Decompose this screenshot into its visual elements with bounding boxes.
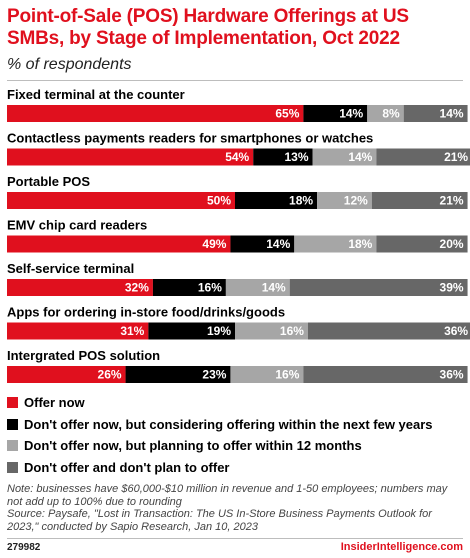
legend-swatch-planning bbox=[7, 440, 18, 452]
bar-segment-offer-now bbox=[7, 366, 126, 383]
note-text: Note: businesses have $60,000-$10 millio… bbox=[7, 483, 448, 508]
data-label: 49% bbox=[202, 237, 226, 251]
data-label: 21% bbox=[440, 194, 464, 208]
source-text: Source: Paysafe, "Lost in Transaction: T… bbox=[7, 508, 432, 533]
data-label: 32% bbox=[125, 281, 149, 295]
bar-segment-don-t-offer-now-but-considering-offering-within-the-next-few-years bbox=[125, 366, 231, 383]
data-label: 18% bbox=[289, 194, 313, 208]
data-label: 8% bbox=[382, 107, 400, 121]
data-label: 36% bbox=[444, 324, 468, 338]
bar-segment-don-t-offer-now-but-considering-offering-within-the-next-few-years bbox=[152, 279, 226, 296]
legend-label: Don't offer now, but considering offerin… bbox=[24, 416, 433, 432]
legend-swatch-offer-now bbox=[7, 397, 18, 409]
bar-segment-don-t-offer-and-don-t-plan-to-offer bbox=[303, 366, 468, 383]
bar-segment-don-t-offer-now-but-planning-to-offer-within-12-months bbox=[317, 192, 372, 209]
category-label: EMV chip card readers bbox=[7, 218, 147, 233]
legend-swatch-considering bbox=[7, 418, 18, 430]
data-label: 54% bbox=[225, 150, 249, 164]
data-label: 16% bbox=[280, 324, 304, 338]
bar-row-self-service-terminal: Self-service terminal 32% 16% 14% 39% bbox=[7, 261, 468, 296]
legend-item-offer-now: Offer now bbox=[7, 392, 467, 414]
stacked-bar-chart: Fixed terminal at the counter 65% 14% 8% 14%… bbox=[7, 87, 470, 383]
bar-segment-offer-now bbox=[7, 235, 231, 253]
brand-link[interactable]: InsiderIntelligence.com bbox=[340, 541, 463, 553]
legend-label: Don't offer and don't plan to offer bbox=[24, 459, 230, 475]
top-divider bbox=[7, 80, 463, 81]
bar-row-portable-pos: Portable POS 50% 18% 12% 21% bbox=[7, 174, 468, 209]
bar-segment-don-t-offer-now-but-planning-to-offer-within-12-months bbox=[230, 366, 304, 383]
bar-segment-don-t-offer-and-don-t-plan-to-offer bbox=[403, 105, 468, 122]
chart-title: Point-of-Sale (POS) Hardware Offerings a… bbox=[7, 6, 409, 49]
category-label: Fixed terminal at the counter bbox=[7, 87, 185, 102]
bar-segment-don-t-offer-and-don-t-plan-to-offer bbox=[307, 322, 470, 340]
bar-segment-offer-now bbox=[7, 148, 254, 166]
bar-segment-don-t-offer-and-don-t-plan-to-offer bbox=[376, 148, 470, 166]
data-label: 19% bbox=[207, 324, 231, 338]
bar-segment-don-t-offer-and-don-t-plan-to-offer bbox=[371, 192, 468, 209]
data-label: 65% bbox=[275, 107, 299, 121]
data-label: 16% bbox=[275, 368, 299, 382]
bar-segment-don-t-offer-now-but-considering-offering-within-the-next-few-years bbox=[303, 105, 368, 122]
data-label: 14% bbox=[348, 150, 372, 164]
bar-segment-don-t-offer-now-but-planning-to-offer-within-12-months bbox=[225, 279, 290, 296]
bar-segment-don-t-offer-now-but-considering-offering-within-the-next-few-years bbox=[230, 235, 295, 253]
bar-segment-don-t-offer-now-but-planning-to-offer-within-12-months bbox=[235, 322, 308, 340]
bar-row-apps-for-ordering-in-store-food-drinks-goods: Apps for ordering in-store food/drinks/g… bbox=[7, 305, 470, 340]
bar-segment-offer-now bbox=[7, 105, 304, 122]
data-label: 12% bbox=[344, 194, 368, 208]
bar-segment-don-t-offer-now-but-planning-to-offer-within-12-months bbox=[294, 235, 377, 253]
bar-row-emv-chip-card-readers: EMV chip card readers 49% 14% 18% 20% bbox=[7, 218, 468, 253]
legend-swatch-no-plan bbox=[7, 461, 18, 473]
bar-segment-don-t-offer-now-but-planning-to-offer-within-12-months bbox=[367, 105, 404, 122]
category-label: Self-service terminal bbox=[7, 261, 134, 276]
data-label: 23% bbox=[202, 368, 226, 382]
bar-segment-offer-now bbox=[7, 322, 149, 340]
data-label: 14% bbox=[440, 107, 464, 121]
data-label: 14% bbox=[266, 237, 290, 251]
chart-id: 279982 bbox=[7, 542, 41, 553]
data-label: 13% bbox=[284, 150, 308, 164]
data-label: 16% bbox=[198, 281, 222, 295]
category-label: Contactless payments readers for smartph… bbox=[7, 131, 373, 146]
bottom-divider bbox=[7, 538, 463, 539]
data-label: 21% bbox=[444, 150, 468, 164]
legend-item-planning: Don't offer now, but planning to offer w… bbox=[7, 435, 467, 457]
data-label: 26% bbox=[98, 368, 122, 382]
legend-item-no-plan: Don't offer and don't plan to offer bbox=[7, 457, 467, 479]
chart-legend: Offer now Don't offer now, but consideri… bbox=[7, 392, 467, 478]
legend-item-considering: Don't offer now, but considering offerin… bbox=[7, 414, 467, 436]
data-label: 14% bbox=[262, 281, 286, 295]
category-label: Intergrated POS solution bbox=[7, 348, 160, 363]
chart-notes: Note: businesses have $60,000-$10 millio… bbox=[7, 483, 465, 533]
bar-row-contactless-payments-readers-for-smartphones-or-watches: Contactless payments readers for smartph… bbox=[7, 131, 470, 166]
category-label: Apps for ordering in-store food/drinks/g… bbox=[7, 305, 285, 320]
bar-segment-don-t-offer-now-but-planning-to-offer-within-12-months bbox=[312, 148, 377, 166]
chart-subtitle: % of respondents bbox=[7, 56, 132, 73]
bar-segment-don-t-offer-now-but-considering-offering-within-the-next-few-years bbox=[148, 322, 235, 340]
data-label: 20% bbox=[440, 237, 464, 251]
data-label: 14% bbox=[339, 107, 363, 121]
bar-segment-don-t-offer-and-don-t-plan-to-offer bbox=[289, 279, 468, 296]
bar-segment-don-t-offer-and-don-t-plan-to-offer bbox=[376, 235, 468, 253]
legend-label: Don't offer now, but planning to offer w… bbox=[24, 438, 362, 454]
data-label: 39% bbox=[440, 281, 464, 295]
bar-segment-offer-now bbox=[7, 279, 153, 296]
bar-segment-offer-now bbox=[7, 192, 235, 209]
bar-row-fixed-terminal-at-the-counter: Fixed terminal at the counter 65% 14% 8% 14% bbox=[7, 87, 468, 122]
data-label: 36% bbox=[440, 368, 464, 382]
data-label: 18% bbox=[348, 237, 372, 251]
bar-segment-don-t-offer-now-but-considering-offering-within-the-next-few-years bbox=[253, 148, 313, 166]
bar-row-intergrated-pos-solution: Intergrated POS solution 26% 23% 16% 36% bbox=[7, 348, 468, 383]
category-label: Portable POS bbox=[7, 174, 90, 189]
bar-segment-don-t-offer-now-but-considering-offering-within-the-next-few-years bbox=[235, 192, 318, 209]
legend-label: Offer now bbox=[24, 395, 85, 411]
data-label: 31% bbox=[120, 324, 144, 338]
data-label: 50% bbox=[207, 194, 231, 208]
